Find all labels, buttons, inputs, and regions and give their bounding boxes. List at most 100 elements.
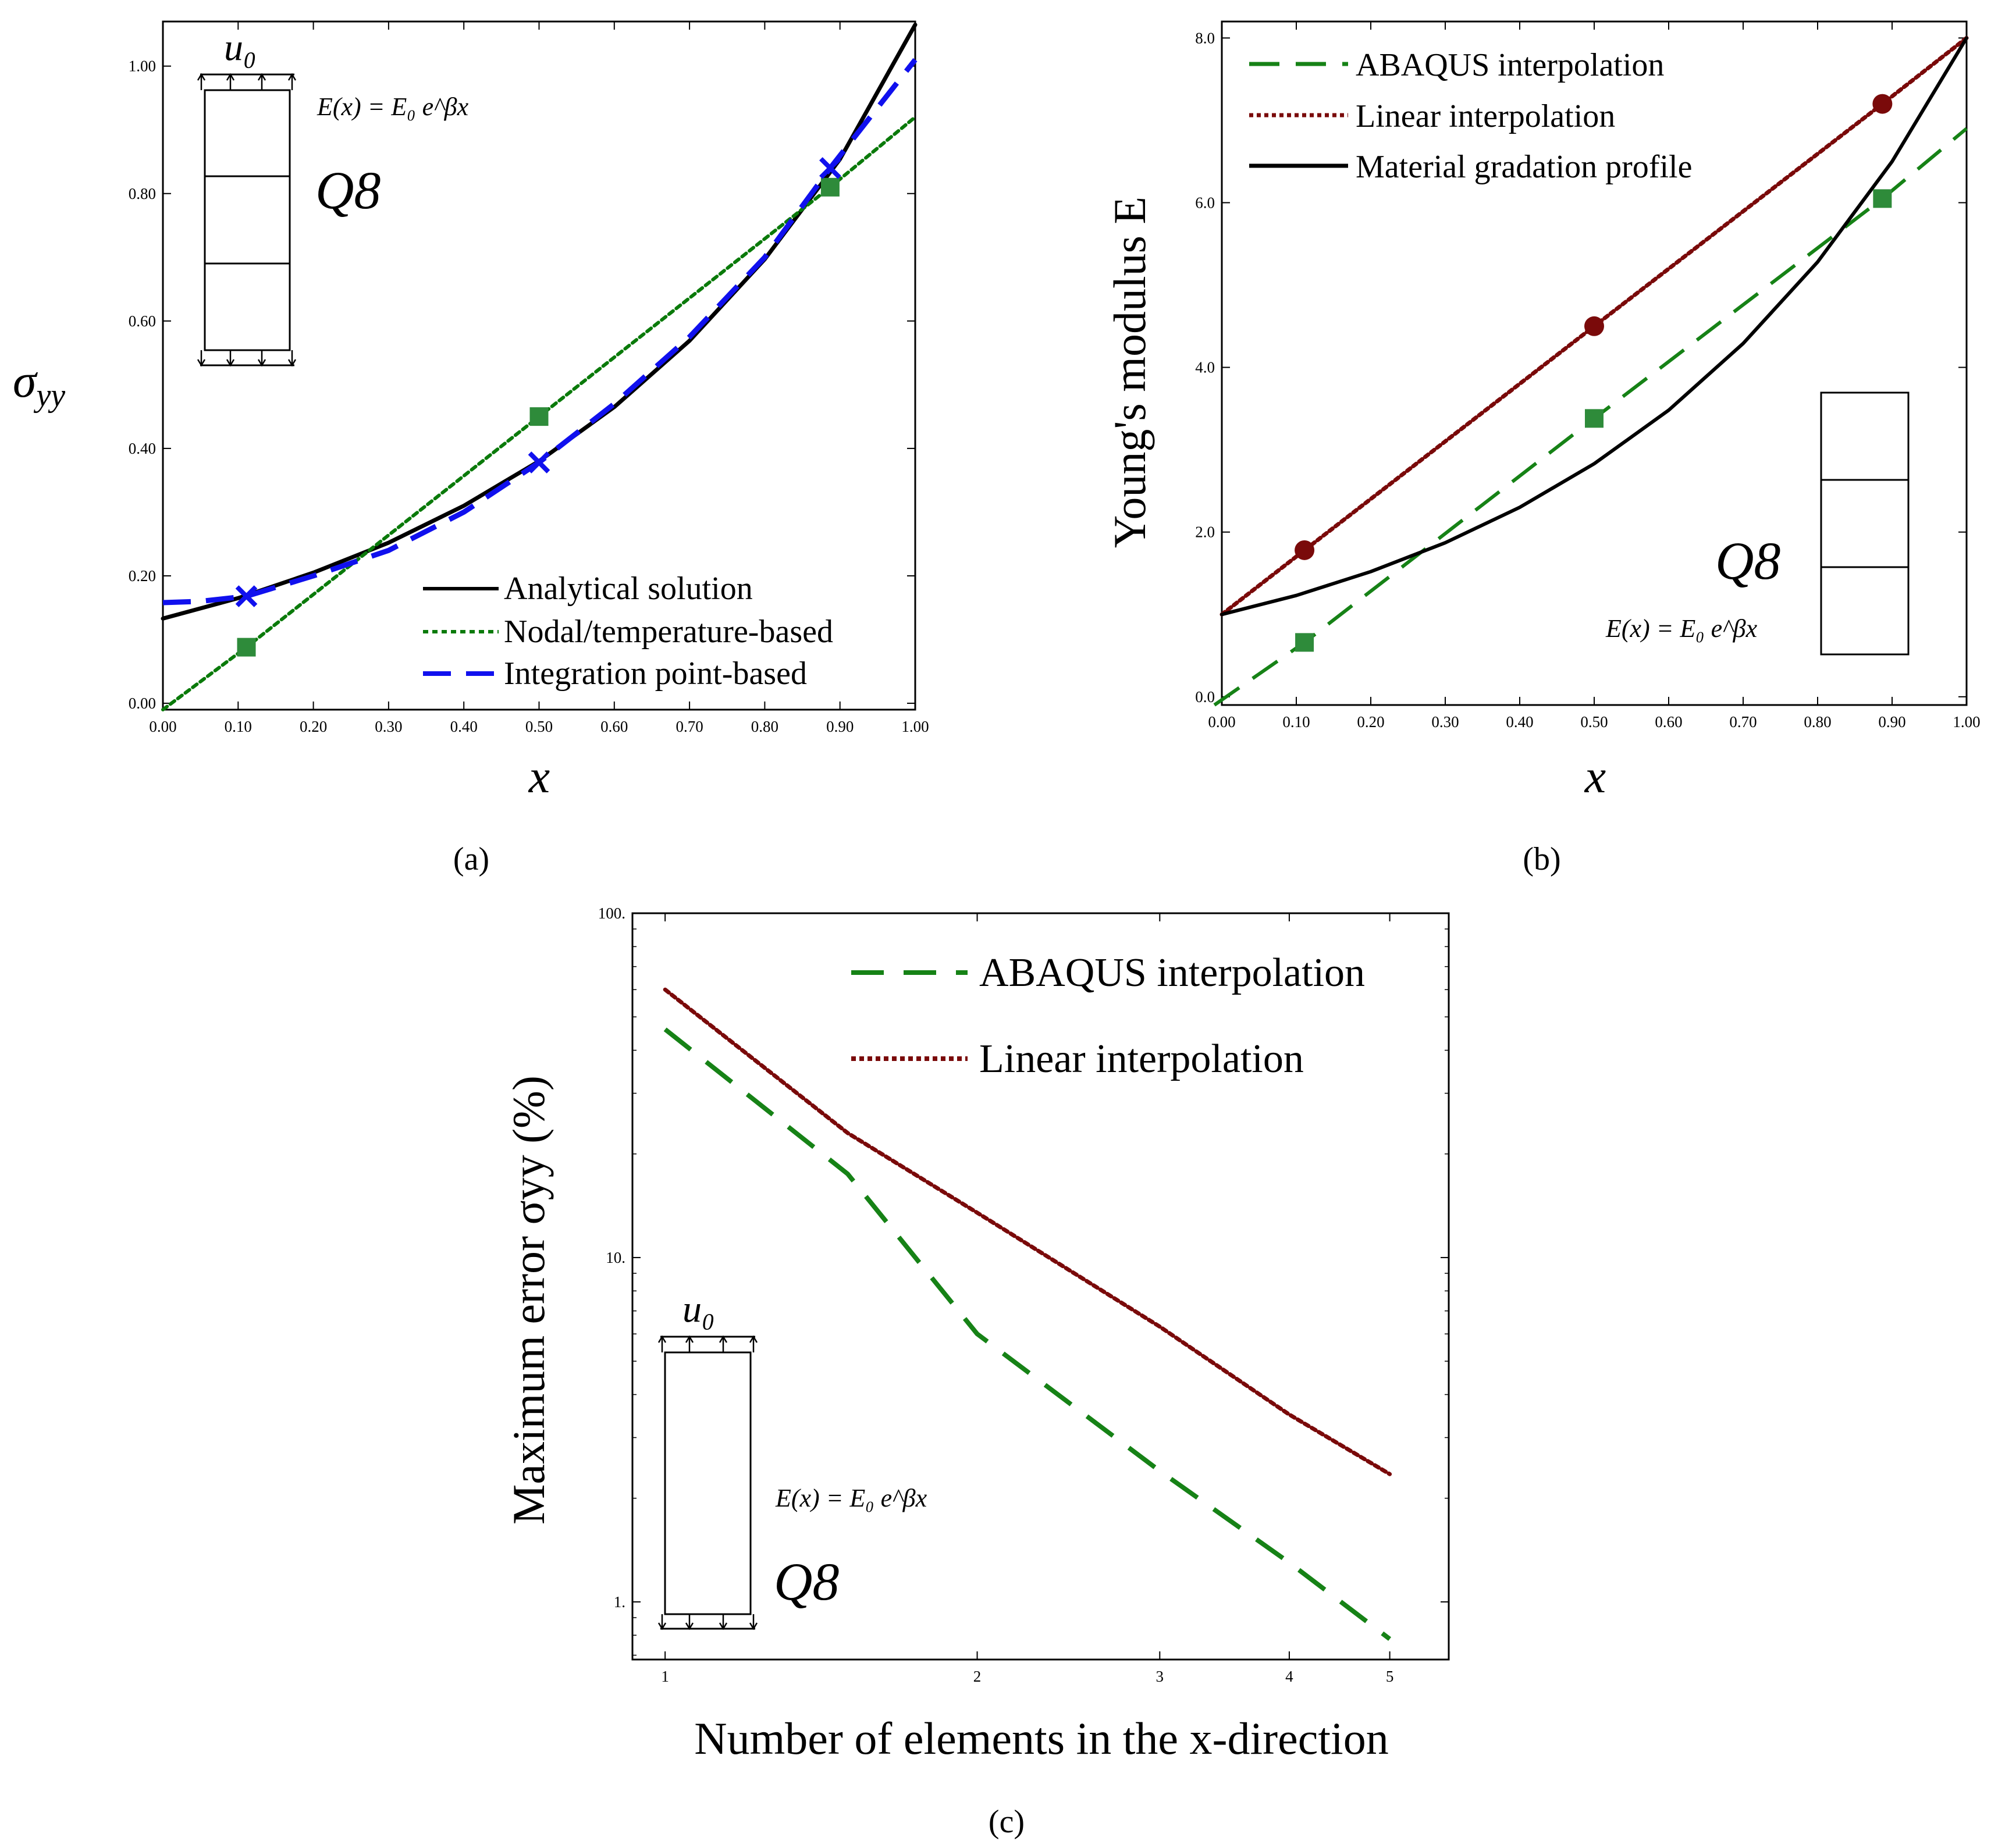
legend-label-nodal: Nodal/temperature-based xyxy=(504,614,833,650)
x-tick-label: 1 xyxy=(661,1668,669,1685)
data-point-x xyxy=(235,585,258,607)
panel-a-element-rect xyxy=(204,89,291,351)
x-tick-label: 0.90 xyxy=(826,718,854,735)
load-arrowhead-down xyxy=(657,1622,667,1630)
series-line-analytical-solution xyxy=(161,23,918,621)
y-tick-label: 8.0 xyxy=(1195,29,1215,47)
panel-a-y-label: σyy xyxy=(13,354,65,414)
y-tick-label: 1. xyxy=(614,1593,625,1611)
panel-c-schematic: u₀ E(x) = E₀ e^βx Q8 xyxy=(657,1288,927,1630)
panel-c-element-rect xyxy=(664,1351,752,1615)
panel-a-markers xyxy=(235,157,841,657)
x-tick-label: 0.20 xyxy=(300,718,327,735)
panel-c-x-axis: 1 2 3 4 5 xyxy=(661,913,1393,1685)
load-arrowhead-up xyxy=(226,73,235,81)
load-arrowhead-up xyxy=(719,1335,728,1343)
data-point-square xyxy=(237,638,256,657)
panel-b-series xyxy=(1213,35,1969,707)
panel-c-legend: ABAQUS interpolation Linear interpolatio… xyxy=(851,950,1365,1081)
legend-label-profile: Material gradation profile xyxy=(1356,149,1692,185)
panel-b: 0.0 2.0 4.0 6.0 8.0 0.00 0.10 0.20 0.30 0.40 0.50… xyxy=(1104,20,1981,877)
y-tick-label: 100. xyxy=(598,905,625,922)
series-line-abaqus-interpolation xyxy=(663,1027,1392,1641)
panel-b-y-axis: 0.0 2.0 4.0 6.0 8.0 xyxy=(1195,29,1967,706)
panel-b-caption: (b) xyxy=(1523,841,1560,877)
panel-a-y-axis: 0.00 0.20 0.40 0.60 0.80 1.00 xyxy=(129,58,915,712)
panel-c-element-type: Q8 xyxy=(774,1552,839,1611)
x-tick-label: 0.10 xyxy=(225,718,252,735)
x-tick-label: 0.30 xyxy=(375,718,402,735)
panel-a-schematic: u₀ E(x) = E₀ e^βx Q8 xyxy=(197,26,469,367)
panel-a-element-type: Q8 xyxy=(315,161,381,220)
legend-label-linear: Linear interpolation xyxy=(1356,98,1615,134)
data-point-circle xyxy=(1295,540,1315,560)
panel-a-x-axis: 0.00 0.10 0.20 0.30 0.40 0.50 0.60 0.70 0.80 0.90… xyxy=(149,22,929,735)
x-tick-label: 0.50 xyxy=(1580,713,1608,731)
panel-c-load-label: u₀ xyxy=(682,1288,715,1330)
load-arrowhead-up xyxy=(685,1335,694,1343)
panel-b-markers xyxy=(1295,94,1893,652)
panel-b-x-axis: 0.00 0.10 0.20 0.30 0.40 0.50 0.60 0.70 0.80 0.90… xyxy=(1208,22,1981,731)
panel-a-series xyxy=(161,23,918,711)
panel-a-legend: Analytical solution Nodal/temperature-ba… xyxy=(423,571,833,692)
panel-a-formula: E(x) = E₀ e^βx xyxy=(317,92,469,121)
x-tick-label: 0.50 xyxy=(525,718,553,735)
legend-label-abaqus: ABAQUS interpolation xyxy=(1356,47,1664,83)
y-tick-label: 0.0 xyxy=(1195,688,1215,706)
panel-a-caption: (a) xyxy=(453,841,489,877)
load-arrowhead-up xyxy=(749,1335,758,1343)
x-tick-label: 0.10 xyxy=(1282,713,1310,731)
panel-b-y-label: Young's modulus E xyxy=(1104,197,1155,548)
panel-c-y-label: Maximum error σyy (%) xyxy=(503,1076,554,1525)
legend-label-abaqus: ABAQUS interpolation xyxy=(979,950,1365,995)
load-arrowhead-up xyxy=(197,73,206,81)
panel-c-x-label: Number of elements in the x-direction xyxy=(694,1713,1388,1764)
data-point-square xyxy=(529,407,549,426)
y-tick-label: 0.60 xyxy=(129,312,156,330)
load-arrowhead-down xyxy=(749,1622,758,1630)
panel-b-element-rect xyxy=(1820,391,1910,656)
x-tick-label: 0.00 xyxy=(1208,713,1235,731)
panel-a: 0.00 0.20 0.40 0.60 0.80 1.00 0.00 0.10 0.20 0.3… xyxy=(13,20,929,877)
legend-label-integration: Integration point-based xyxy=(504,656,807,692)
y-tick-label: 0.00 xyxy=(129,695,156,712)
data-point-circle xyxy=(1872,94,1893,114)
panel-a-x-label: x xyxy=(528,750,550,803)
x-tick-label: 0.40 xyxy=(1506,713,1533,731)
panel-b-legend: ABAQUS interpolation Linear interpolatio… xyxy=(1249,47,1692,185)
data-point-x xyxy=(528,451,550,473)
load-arrowhead-up xyxy=(287,73,297,81)
x-tick-label: 2 xyxy=(973,1668,982,1685)
panel-a-load-label: u₀ xyxy=(224,26,257,69)
x-tick-label: 1.00 xyxy=(1953,713,1980,731)
data-point-square xyxy=(820,177,840,197)
data-point-square xyxy=(1295,633,1314,652)
series-line-material-gradation-profile xyxy=(1220,36,1968,617)
panel-c-load-arrows xyxy=(657,1335,758,1630)
panel-c-formula: E(x) = E₀ e^βx xyxy=(775,1484,927,1512)
x-tick-label: 0.80 xyxy=(1804,713,1831,731)
x-tick-label: 0.30 xyxy=(1431,713,1459,731)
x-tick-label: 0.90 xyxy=(1878,713,1905,731)
load-arrowhead-down xyxy=(287,359,297,367)
y-tick-label: 0.40 xyxy=(129,440,156,457)
y-tick-label: 1.00 xyxy=(129,58,156,75)
panel-c-series xyxy=(663,987,1392,1641)
load-arrowhead-up xyxy=(657,1335,667,1343)
x-tick-label: 0.70 xyxy=(675,718,703,735)
x-tick-label: 0.60 xyxy=(1655,713,1682,731)
panel-b-schematic: Q8 E(x) = E₀ e^βx xyxy=(1605,391,1910,656)
x-tick-label: 1.00 xyxy=(901,718,929,735)
series-line-linear-interpolation xyxy=(663,987,1392,1476)
x-tick-label: 5 xyxy=(1386,1668,1394,1685)
data-point-circle xyxy=(1584,316,1604,336)
x-tick-label: 3 xyxy=(1156,1668,1164,1685)
panel-a-load-arrows xyxy=(197,73,297,367)
x-tick-label: 0.70 xyxy=(1729,713,1757,731)
x-tick-label: 0.80 xyxy=(751,718,778,735)
panel-b-x-label: x xyxy=(1584,750,1606,803)
y-tick-label: 10. xyxy=(606,1249,625,1266)
x-tick-label: 4 xyxy=(1285,1668,1293,1685)
x-tick-label: 0.60 xyxy=(600,718,628,735)
load-arrowhead-down xyxy=(685,1622,694,1630)
